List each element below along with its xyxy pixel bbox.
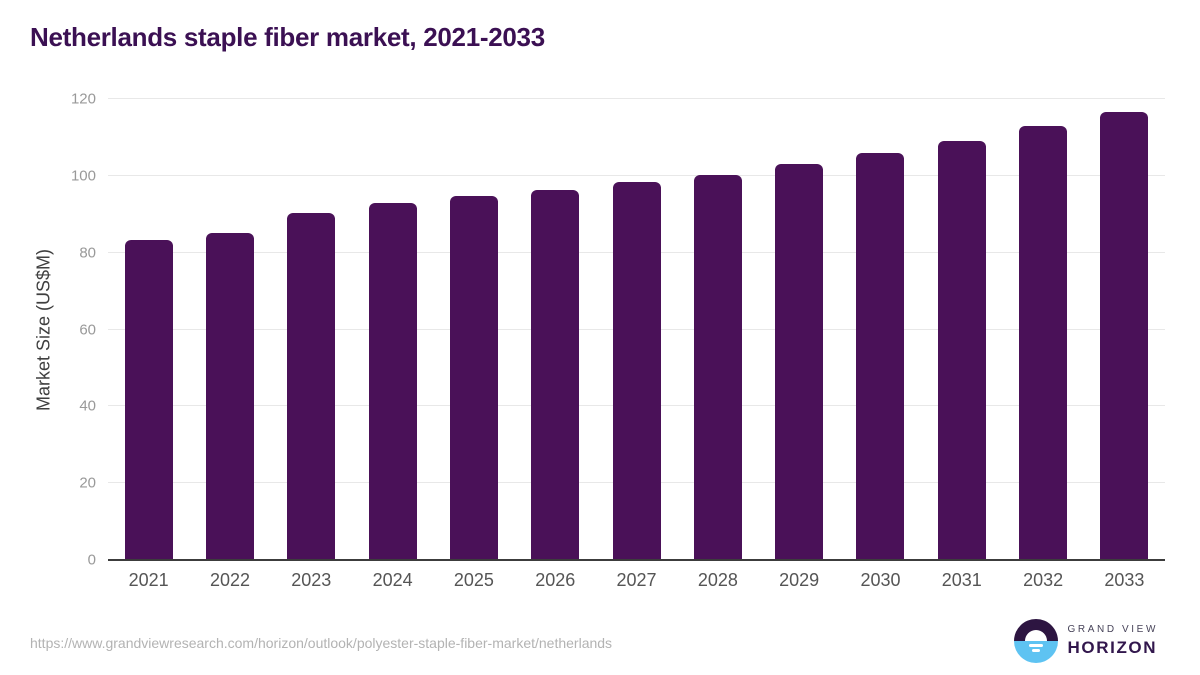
bar-2022	[205, 233, 254, 560]
y-tick-label: 80	[79, 244, 96, 262]
bar-slot	[352, 99, 433, 560]
source-url: https://www.grandviewresearch.com/horizo…	[30, 635, 613, 651]
sunrise-over-water-icon	[1013, 619, 1058, 663]
y-tick-label: 0	[87, 551, 96, 569]
bars-row	[108, 99, 1165, 560]
x-tick-label: 2033	[1104, 570, 1145, 590]
bar-slot	[1084, 99, 1165, 560]
x-tick-label: 2022	[209, 570, 250, 590]
bar-slot	[189, 99, 270, 560]
bar-slot	[596, 99, 677, 560]
bar-2025	[449, 195, 498, 560]
bar-2023	[287, 213, 336, 560]
x-tick-label: 2024	[372, 570, 413, 590]
bar-2028	[693, 174, 742, 560]
x-axis-line	[108, 559, 1165, 561]
bar-2021	[124, 240, 173, 560]
grand-view-horizon-logo: GRAND VIEW HORIZON	[1013, 619, 1158, 663]
logo-text-grand-view: GRAND VIEW	[1067, 624, 1158, 635]
bar-slot	[1002, 99, 1083, 560]
x-tick-label: 2028	[697, 570, 738, 590]
water-line-icon	[1031, 649, 1040, 652]
y-tick-label: 20	[79, 474, 96, 492]
x-axis-tick-labels: 2021 2022 2023 2024 2025 2026 2027 2028 2029 2030…	[108, 570, 1165, 591]
bar-2033	[1100, 112, 1149, 560]
x-tick-label: 2021	[128, 570, 169, 590]
bar-2026	[531, 189, 580, 560]
chart-area: Market Size (US$M) 0 20 40 60 80 100 120 2021 2…	[0, 84, 1200, 604]
gridline	[108, 174, 1165, 176]
bar-2027	[612, 182, 661, 560]
x-tick-label: 2023	[291, 570, 332, 590]
y-tick-label: 100	[70, 167, 96, 185]
gridline	[108, 98, 1165, 99]
bar-2024	[368, 202, 417, 560]
bar-2031	[937, 140, 986, 560]
y-tick-label: 120	[70, 90, 96, 108]
y-tick-label: 60	[79, 321, 96, 338]
x-tick-label: 2026	[535, 570, 576, 590]
bar-2032	[1019, 125, 1068, 560]
y-axis-tick-labels: 0 20 40 60 80 100 120	[0, 91, 108, 569]
bar-slot	[271, 99, 352, 560]
x-tick-label: 2027	[616, 570, 657, 590]
bar-2029	[775, 164, 824, 560]
bar-slot	[921, 99, 1002, 560]
x-tick-label: 2030	[860, 570, 901, 590]
bar-2030	[856, 153, 905, 560]
bar-slot	[840, 99, 921, 560]
plot-area	[108, 98, 1165, 561]
bar-slot	[108, 99, 189, 560]
y-tick-label: 40	[79, 397, 96, 415]
x-tick-label: 2025	[453, 570, 494, 590]
x-tick-label: 2029	[779, 570, 820, 590]
bar-slot	[677, 99, 758, 560]
bar-slot	[433, 99, 514, 560]
x-tick-label: 2031	[941, 570, 982, 590]
logo-text-horizon: HORIZON	[1067, 638, 1158, 657]
logo-text: GRAND VIEW HORIZON	[1068, 624, 1158, 658]
bar-slot	[515, 99, 596, 560]
water-line-icon	[1028, 644, 1043, 647]
sun-icon	[1024, 630, 1047, 641]
chart-title: Netherlands staple fiber market, 2021-20…	[30, 22, 545, 52]
bar-slot	[759, 99, 840, 560]
x-tick-label: 2032	[1023, 570, 1064, 590]
